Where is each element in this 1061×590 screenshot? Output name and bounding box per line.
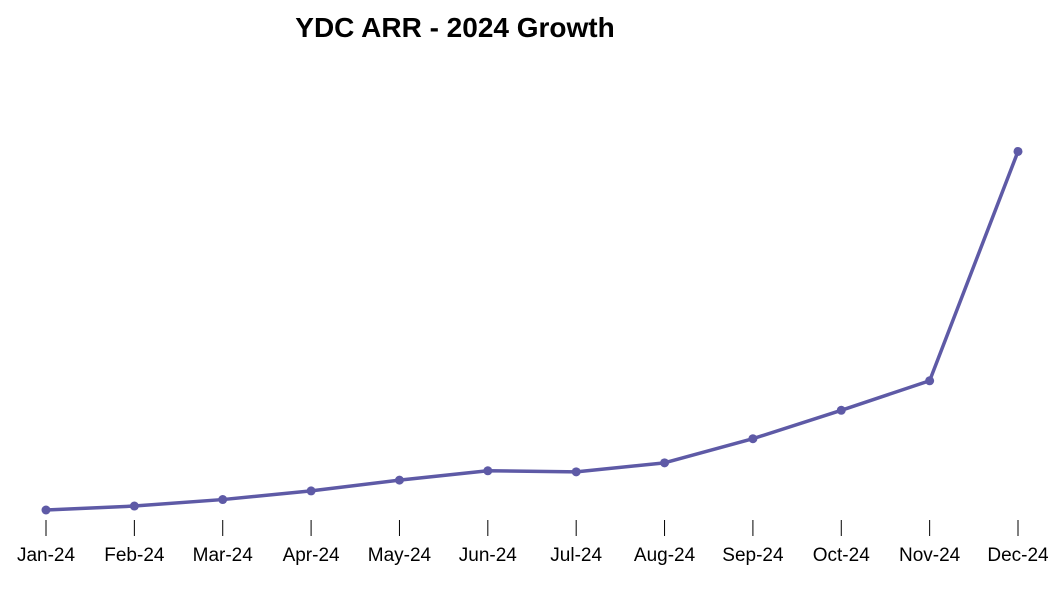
x-tick-label: Jan-24 bbox=[17, 545, 76, 566]
data-point bbox=[41, 505, 51, 515]
series-line bbox=[44, 149, 1020, 512]
x-tick-label: Dec-24 bbox=[987, 545, 1049, 566]
data-point bbox=[925, 376, 935, 386]
data-point bbox=[394, 475, 404, 485]
series-line-group bbox=[41, 146, 1023, 515]
x-tick-label: Apr-24 bbox=[283, 545, 340, 566]
x-tick-label: Jul-24 bbox=[550, 545, 602, 566]
data-point bbox=[1013, 146, 1023, 156]
x-tick-label: Jun-24 bbox=[459, 545, 518, 566]
x-tick-label: Feb-24 bbox=[104, 545, 165, 566]
chart-title: YDC ARR - 2024 Growth bbox=[295, 12, 615, 43]
data-point bbox=[660, 458, 670, 468]
x-axis: Jan-24 Feb-24 Mar-24 Apr-24 May-24 Jun-24 Jul-… bbox=[17, 520, 1049, 566]
x-tick-label: Oct-24 bbox=[813, 545, 870, 566]
data-point bbox=[571, 467, 581, 477]
x-tick-label: May-24 bbox=[368, 545, 432, 566]
data-point bbox=[129, 501, 139, 511]
x-tick-label: Nov-24 bbox=[899, 545, 961, 566]
data-point bbox=[483, 466, 493, 476]
x-tick-label: Sep-24 bbox=[722, 545, 784, 566]
data-point bbox=[748, 434, 758, 444]
data-point bbox=[306, 486, 316, 496]
x-tick-label: Mar-24 bbox=[193, 545, 254, 566]
data-point bbox=[218, 495, 228, 505]
x-tick-label: Aug-24 bbox=[634, 545, 696, 566]
data-point bbox=[836, 405, 846, 415]
